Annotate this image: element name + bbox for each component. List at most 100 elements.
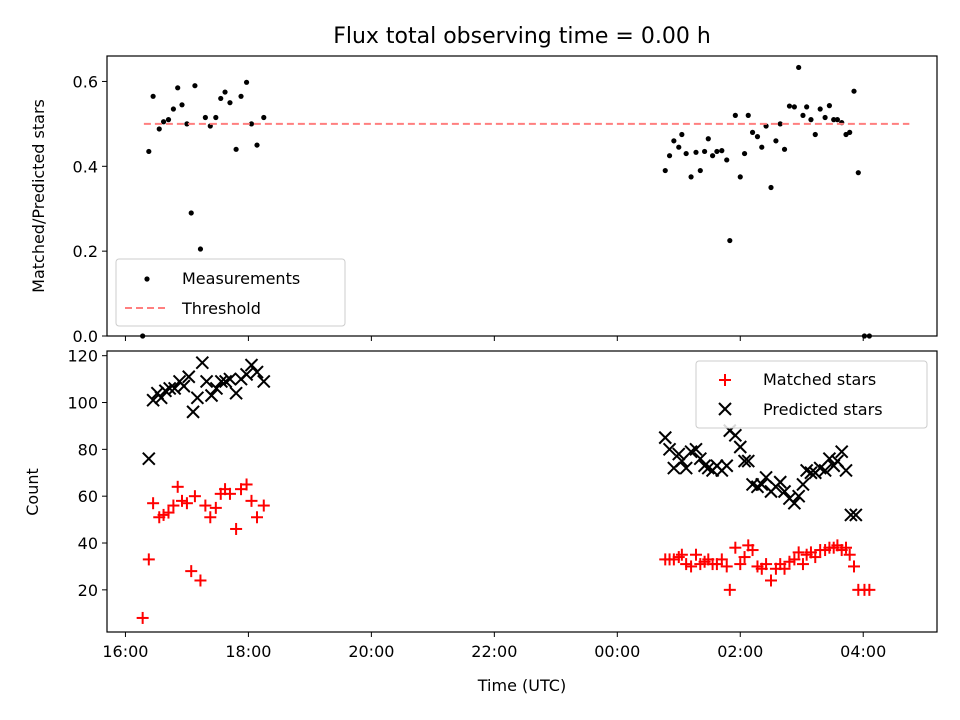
- predicted-stars-point: [250, 365, 264, 379]
- matched-stars-point: [209, 501, 222, 514]
- top-legend: Measurements Threshold: [115, 258, 346, 327]
- matched-stars-point: [715, 553, 728, 566]
- measurement-point: [197, 246, 204, 252]
- measurement-point: [866, 333, 872, 339]
- bottom-y-tick-label: 60: [78, 487, 98, 506]
- measurement-point: [676, 144, 682, 150]
- bottom-legend-box: [695, 360, 928, 429]
- predicted-stars-point: [199, 374, 214, 389]
- matched-stars-point: [729, 541, 742, 554]
- measurement-point: [754, 134, 761, 140]
- bottom-x-tick-label: 02:00: [717, 642, 763, 661]
- measurement-point: [254, 142, 260, 148]
- measurement-point: [666, 153, 673, 159]
- matched-stars-point: [204, 511, 217, 524]
- measurement-point: [768, 184, 774, 191]
- predicted-stars-point: [679, 461, 693, 475]
- measurement-point: [238, 93, 244, 99]
- measurement-point: [140, 333, 146, 339]
- matched-stars-point: [792, 546, 805, 559]
- measurement-point: [834, 117, 841, 123]
- bottom-y-tick-label: 40: [78, 534, 98, 553]
- bottom-legend: Matched stars Predicted stars: [695, 360, 928, 429]
- predicted-stars-point: [257, 374, 271, 389]
- predicted-stars-point: [244, 358, 259, 372]
- measurement-point: [175, 85, 181, 91]
- bottom-y-ticks: 20 40 60 80 100 120: [67, 347, 107, 600]
- predicted-stars-point: [214, 374, 229, 389]
- measurement-point: [831, 117, 837, 123]
- predicted-stars-point: [796, 477, 810, 492]
- predicted-stars-point: [689, 442, 703, 457]
- predicted-stars-point: [733, 440, 747, 454]
- legend-matched-label: Matched stars: [763, 370, 876, 389]
- matched-stars-point: [167, 499, 180, 512]
- matched-stars-point: [194, 574, 207, 587]
- measurement-point: [861, 333, 868, 339]
- legend-threshold-label: Threshold: [181, 299, 261, 318]
- measurement-point: [796, 64, 802, 71]
- predicted-stars-point: [787, 496, 802, 510]
- predicted-stars-point: [849, 508, 863, 522]
- predicted-stars-point: [209, 381, 224, 396]
- measurement-point: [741, 150, 748, 157]
- legend-measurements-label: Measurements: [182, 269, 300, 288]
- matched-stars-point: [843, 548, 856, 561]
- top-axes-frame: [106, 55, 938, 337]
- measurement-point: [679, 131, 685, 138]
- matched-stars-point: [245, 494, 258, 507]
- predicted-stars-point: [834, 444, 849, 459]
- matched-stars-point: [223, 487, 236, 500]
- measurement-point: [160, 119, 167, 125]
- legend-matched-marker: [719, 374, 731, 386]
- bottom-x-tick-label: 22:00: [471, 642, 517, 661]
- top-y-tick-label: 0.6: [73, 72, 98, 91]
- bottom-x-tick-label: 18:00: [225, 642, 271, 661]
- bottom-x-ticks: 16:00 18:00 20:00 22:00 00:00 02:00 04:00: [102, 632, 886, 661]
- predicted-stars-point: [773, 475, 787, 489]
- predicted-stars-point: [672, 447, 686, 461]
- predicted-stars-point: [142, 452, 156, 466]
- predicted-stars-point: [658, 430, 672, 445]
- predicted-stars-point: [229, 386, 243, 400]
- measurement-point: [688, 174, 694, 180]
- top-y-tick-label: 0.4: [73, 157, 98, 176]
- matched-stars-point: [257, 499, 270, 512]
- predicted-stars-point: [728, 428, 743, 443]
- matched-stars-point: [720, 560, 733, 573]
- measurement-point: [697, 167, 703, 174]
- predicted-stars-point: [239, 367, 254, 382]
- matched-stars-point: [723, 583, 736, 596]
- matched-stars-point: [778, 562, 791, 575]
- predicted-stars-point: [223, 372, 237, 386]
- measurement-point: [732, 112, 738, 118]
- matched-stars-point: [171, 480, 184, 493]
- measurement-point: [184, 121, 190, 127]
- measurement-point: [248, 121, 255, 127]
- measurement-point: [222, 89, 228, 95]
- bottom-x-tick-label: 20:00: [348, 642, 394, 661]
- bottom-x-tick-label: 00:00: [594, 642, 640, 661]
- predicted-stars-point: [146, 393, 160, 407]
- measurement-point: [822, 114, 828, 121]
- matched-stars-point: [746, 544, 759, 557]
- matched-stars-point: [738, 551, 751, 564]
- matched-stars-point: [734, 558, 747, 571]
- bottom-x-tick-label: 04:00: [840, 642, 886, 661]
- matched-stars-point: [185, 565, 198, 578]
- measurement-point: [804, 104, 810, 110]
- measurement-point: [261, 114, 267, 121]
- measurement-point: [188, 210, 194, 216]
- measurement-point: [745, 112, 751, 118]
- measurement-point: [671, 138, 677, 144]
- measurement-point: [826, 103, 833, 109]
- matched-stars-point: [142, 553, 155, 566]
- measurement-point: [737, 174, 743, 180]
- predicted-stars-point: [163, 381, 177, 396]
- matched-stars-point: [809, 551, 822, 564]
- measurement-point: [218, 95, 224, 102]
- measurement-point: [855, 170, 861, 176]
- bottom-axes-frame: [106, 350, 938, 633]
- measurement-point: [714, 148, 720, 155]
